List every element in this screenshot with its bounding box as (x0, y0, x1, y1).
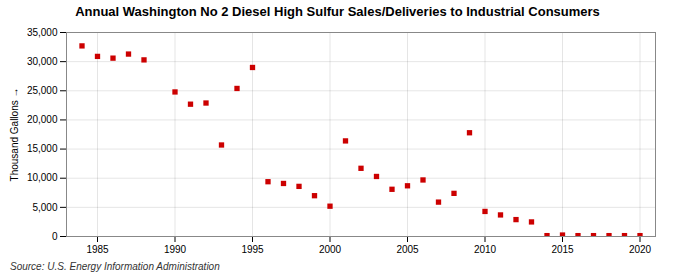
html-text:Source: U.S. Energy Informatio: Source: U.S. Energy Information Administ… (10, 261, 220, 272)
svg-text:1995: 1995 (241, 244, 264, 255)
svg-text:25,000: 25,000 (27, 85, 58, 96)
svg-text:2005: 2005 (396, 244, 419, 255)
svg-text:1985: 1985 (86, 244, 109, 255)
svg-text:2015: 2015 (551, 244, 574, 255)
svg-text:35,000: 35,000 (27, 27, 58, 38)
svg-text:Thousand Gallons →: Thousand Gallons → (9, 88, 20, 182)
svg-text:1990: 1990 (164, 244, 187, 255)
svg-text:2010: 2010 (474, 244, 497, 255)
svg-text:0: 0 (52, 231, 58, 242)
svg-text:20,000: 20,000 (27, 114, 58, 125)
svg-text:10,000: 10,000 (27, 172, 58, 183)
svg-text:15,000: 15,000 (27, 143, 58, 154)
svg-text:30,000: 30,000 (27, 56, 58, 67)
svg-text:2000: 2000 (319, 244, 342, 255)
html-text:Annual Washington No 2 Diesel: Annual Washington No 2 Diesel High Sulfu… (75, 4, 600, 19)
svg-text:5,000: 5,000 (32, 202, 57, 213)
svg-text:2020: 2020 (629, 244, 652, 255)
